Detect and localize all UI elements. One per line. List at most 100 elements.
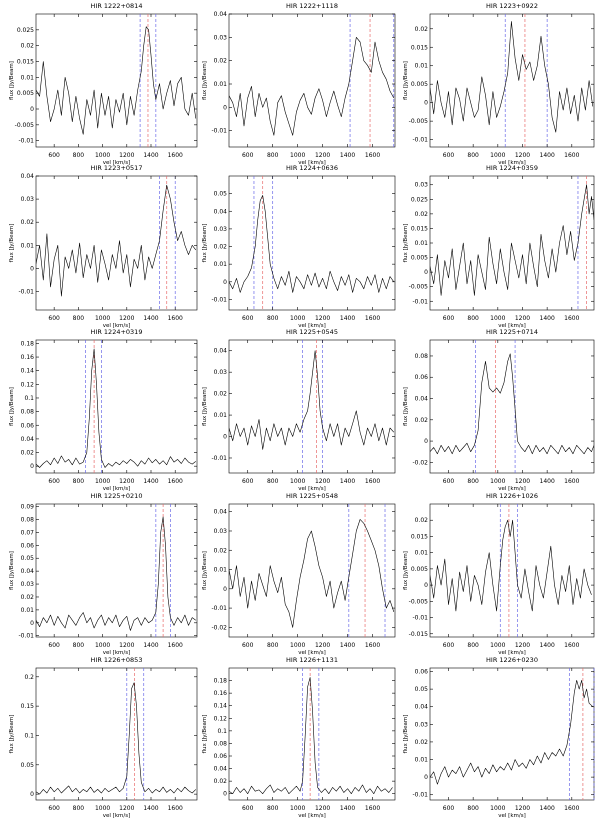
y-axis-label: flux [Jy/Beam]	[403, 61, 409, 100]
y-tick-label: 0.01	[21, 242, 35, 249]
y-tick-label: 0.03	[214, 226, 228, 233]
y-tick-label: 0.04	[21, 436, 35, 443]
spectrum-line-0	[36, 516, 196, 631]
y-tick-label: 0.01	[214, 261, 228, 268]
x-tick-label: 1400	[540, 478, 555, 485]
y-tick-label: -0.005	[409, 284, 429, 291]
y-tick-label: 0.12	[214, 715, 228, 722]
x-tick-label: 800	[267, 642, 279, 649]
y-tick-label: 0.14	[214, 703, 228, 710]
x-tick-label: 1200	[315, 478, 330, 485]
spectrum-line-0	[430, 680, 594, 785]
x-tick-label: 1400	[143, 805, 158, 812]
y-tick-label: 0.01	[415, 63, 429, 70]
panel-title: HIR 1225+0548	[286, 492, 338, 500]
y-tick-label: -0.01	[211, 455, 227, 462]
y-tick-label: 0.04	[21, 568, 35, 575]
y-tick-label: 0.05	[21, 555, 35, 562]
y-tick-label: 0.08	[214, 740, 228, 747]
spectrum-panel-4: 600 800 1000 1200 1400 1600 -0.01 0 0.01 0.02 0.03…	[9, 164, 198, 329]
spectrum-line-0	[36, 348, 196, 468]
y-tick-label: 0.03	[214, 369, 228, 376]
spectrum-panel-15: 600 800 1000 1200 1400 1600 -0.01 0 0.01 0.02 0.03…	[403, 656, 595, 818]
x-tick-label: 600	[443, 805, 455, 812]
x-tick-label: 1200	[315, 315, 330, 322]
y-tick-label: 0.02	[415, 517, 429, 524]
x-axis-label: vel [km/s]	[298, 650, 325, 656]
plot-frame	[228, 339, 396, 474]
x-tick-label: 1400	[340, 805, 355, 812]
y-tick-label: 0.02	[21, 450, 35, 457]
x-tick-label: 800	[467, 478, 479, 485]
x-tick-label: 800	[267, 805, 279, 812]
x-tick-label: 1600	[168, 152, 183, 159]
y-tick-label: -0.01	[18, 633, 34, 640]
y-tick-label: 0	[424, 100, 428, 107]
y-tick-label: 0.2	[24, 674, 34, 681]
y-axis-label: flux [Jy/Beam]	[9, 61, 15, 100]
y-tick-label: 0.06	[21, 542, 35, 549]
spectrum-panel-5: 600 800 1000 1200 1400 1600 -0.01 0 0.01 0.02 0.03…	[202, 164, 396, 329]
plot-frame	[228, 667, 396, 801]
x-tick-label: 800	[73, 315, 85, 322]
x-tick-label: 600	[242, 805, 254, 812]
y-tick-label: 0.06	[415, 669, 429, 676]
y-tick-label: 0.01	[415, 550, 429, 557]
x-tick-label: 600	[443, 478, 455, 485]
y-tick-label: 0.025	[17, 27, 34, 34]
y-tick-label: 0.12	[21, 381, 35, 388]
x-tick-label: 1000	[95, 805, 110, 812]
plot-frame	[429, 175, 595, 311]
spectrum-panel-14: 600 800 1000 1200 1400 1600 0 0.02 0.04 0.06 0.08 0…	[202, 656, 396, 818]
x-tick-label: 1400	[143, 315, 158, 322]
x-tick-label: 1200	[119, 642, 134, 649]
x-tick-label: 600	[48, 642, 60, 649]
y-tick-label: -0.01	[412, 615, 428, 622]
x-tick-label: 1000	[290, 315, 305, 322]
y-tick-label: 0.1	[217, 728, 227, 735]
y-tick-label: -0.02	[211, 624, 227, 631]
plot-frame	[35, 175, 198, 311]
x-tick-label: 1400	[143, 642, 158, 649]
y-tick-label: 0.03	[21, 581, 35, 588]
x-tick-label: 1600	[365, 805, 380, 812]
spectrum-line-0	[229, 37, 395, 136]
y-tick-label: 0.02	[21, 43, 35, 50]
x-tick-label: 800	[267, 478, 279, 485]
y-tick-label: 0.01	[214, 412, 228, 419]
y-tick-label: 0	[223, 434, 227, 441]
panel-title: HIR 1225+0545	[286, 328, 338, 336]
y-tick-label: 0	[223, 279, 227, 286]
x-tick-label: 1000	[490, 152, 505, 159]
panel-title: HIR 1222+1118	[286, 2, 338, 10]
x-tick-label: 1200	[315, 642, 330, 649]
y-axis-label: flux [Jy/Beam]	[202, 61, 208, 100]
x-tick-label: 1200	[515, 805, 530, 812]
y-axis-label: flux [Jy/Beam]	[202, 551, 208, 590]
x-tick-label: 600	[443, 315, 455, 322]
x-tick-label: 1200	[515, 152, 530, 159]
plot-frame	[429, 13, 595, 148]
spectrum-line-0	[229, 195, 395, 293]
x-tick-label: 1200	[315, 805, 330, 812]
y-tick-label: 0.16	[214, 690, 228, 697]
y-tick-label: 0.025	[411, 196, 428, 203]
y-tick-label: -0.01	[211, 128, 227, 135]
panel-title: HIR 1225+0210	[91, 492, 143, 500]
y-axis-label: flux [Jy/Beam]	[9, 715, 15, 754]
spectrum-line-0	[430, 353, 594, 455]
y-tick-label: 0.04	[214, 11, 228, 18]
x-tick-label: 1600	[168, 478, 183, 485]
y-tick-label: 0	[424, 269, 428, 276]
x-tick-label: 1200	[315, 152, 330, 159]
y-tick-label: 0.015	[411, 44, 428, 51]
y-tick-label: -0.005	[15, 122, 35, 129]
x-tick-label: 1600	[365, 152, 380, 159]
y-tick-label: -0.01	[18, 138, 34, 145]
x-axis-label: vel [km/s]	[498, 813, 525, 818]
x-tick-label: 600	[443, 642, 455, 649]
x-tick-label: 1000	[490, 642, 505, 649]
y-tick-label: 0.18	[214, 678, 228, 685]
x-tick-label: 800	[73, 805, 85, 812]
